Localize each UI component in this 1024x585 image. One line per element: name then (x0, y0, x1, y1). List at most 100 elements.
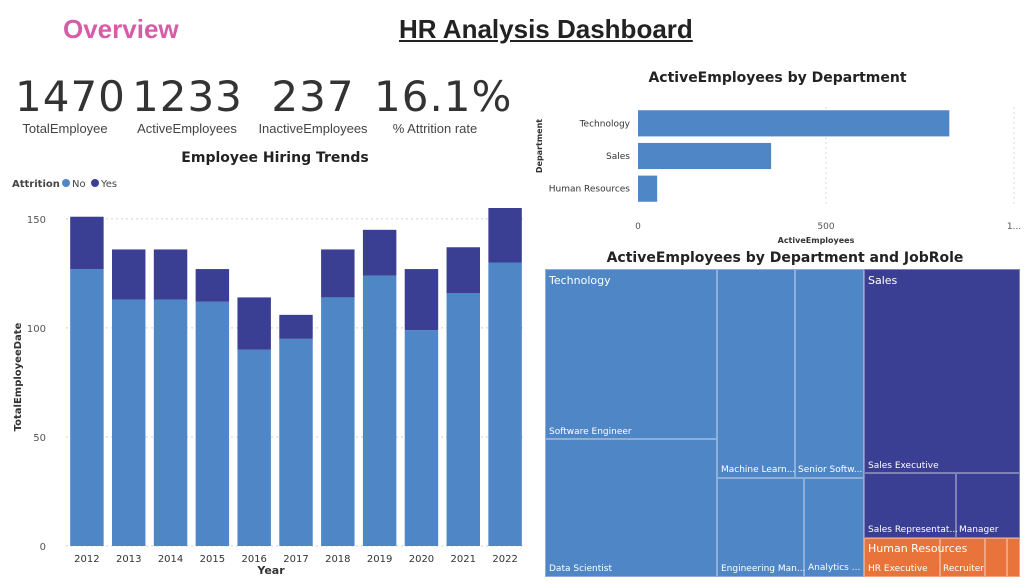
bar-no-2013 (112, 299, 146, 546)
treemap-label-senior-software: Senior Softw... (798, 465, 863, 475)
treemap-cell-hr-other-1[interactable] (985, 538, 1007, 577)
bar-no-2019 (362, 275, 397, 546)
treemap-label-sales-executive: Sales Executive (868, 461, 939, 471)
dept-chart-title: ActiveEmployees by Department (648, 70, 907, 86)
x-tick-label: 2021 (451, 554, 476, 565)
treemap-cell-software-engineer[interactable] (545, 269, 717, 439)
treemap-cell-analytics[interactable] (804, 478, 864, 577)
bar-no-2018 (321, 297, 355, 546)
dashboard-title: HR Analysis Dashboard (399, 14, 693, 44)
treemap-cell-sales-executive[interactable] (864, 269, 1020, 473)
treemap-cell-sales-manager[interactable] (956, 473, 1020, 538)
legend-yes-label: Yes (100, 179, 117, 190)
bar-no-2022 (488, 262, 522, 546)
treemap-cell-machine-learning[interactable] (717, 269, 795, 478)
kpi-label: TotalEmployee (22, 121, 108, 136)
bar-yes-2015 (195, 269, 230, 302)
y-axis-title: TotalEmployeeDate (13, 322, 24, 431)
x-tick-label: 1... (1007, 222, 1021, 232)
treemap-title: ActiveEmployees by Department and JobRol… (606, 250, 964, 266)
x-tick-label: 2019 (367, 554, 392, 565)
x-axis-title: ActiveEmployees (778, 236, 855, 245)
x-tick-label: 2012 (74, 554, 99, 565)
bar-no-2017 (279, 338, 313, 546)
treemap-group-sales: Sales (868, 274, 898, 287)
bar-sales (638, 142, 772, 170)
y-tick-label: Sales (606, 152, 630, 162)
bar-no-2014 (153, 299, 188, 546)
y-tick-label: Human Resources (549, 185, 631, 195)
bar-yes-2021 (446, 247, 480, 294)
kpi-label: InactiveEmployees (258, 121, 368, 136)
treemap-label-hr-executive: HR Executive (868, 564, 928, 574)
treemap-label-data-scientist: Data Scientist (549, 564, 612, 574)
y-tick-label: Technology (579, 119, 631, 129)
kpi-attrition-rate[interactable]: 16.1% % Attrition rate (374, 72, 513, 136)
x-tick-label: 2015 (200, 554, 225, 565)
y-tick-label: 100 (27, 324, 46, 335)
hiring-trends-title: Employee Hiring Trends (181, 150, 369, 166)
bar-yes-2013 (112, 249, 146, 300)
bar-yes-2017 (279, 314, 313, 339)
kpi-value: 1233 (132, 72, 243, 121)
treemap-label-manager: Manager (959, 525, 999, 535)
y-tick-label: 150 (27, 215, 46, 226)
bar-yes-2012 (70, 216, 104, 270)
kpi-inactive-employees[interactable]: 237 InactiveEmployees (257, 72, 369, 136)
treemap-label-analytics: Analytics ... (808, 563, 861, 573)
x-tick-label: 2020 (409, 554, 434, 565)
treemap-cell-recruiter[interactable] (940, 538, 985, 577)
y-axis-title: Department (535, 119, 544, 173)
legend-yes-marker (91, 179, 99, 187)
bar-no-2012 (70, 269, 104, 546)
x-tick-label: 2016 (241, 554, 266, 565)
x-tick-label: 2017 (283, 554, 308, 565)
x-tick-label: 500 (817, 222, 834, 232)
treemap-label-recruiter: Recruiter (943, 564, 985, 574)
jobrole-treemap[interactable]: Technology Sales Human Resources Softwar… (545, 269, 1020, 577)
kpi-value: 16.1% (374, 72, 513, 121)
treemap-cell-senior-software[interactable] (795, 269, 864, 478)
legend-no-marker (62, 179, 70, 187)
treemap-cell-hr-other-2[interactable] (1007, 538, 1020, 577)
kpi-label: % Attrition rate (392, 121, 478, 136)
x-tick-label: 2014 (158, 554, 183, 565)
x-axis-title: Year (256, 564, 285, 577)
bar-yes-2018 (321, 249, 355, 298)
x-tick-label: 2022 (492, 554, 517, 565)
bar-yes-2020 (404, 269, 439, 331)
y-tick-label: 50 (33, 433, 46, 444)
treemap-label-sales-representative: Sales Representat... (868, 525, 959, 535)
bar-no-2015 (195, 301, 230, 546)
hiring-trends-chart[interactable]: Attrition No Yes 0 50 100 150 2012 2013 2014 2015 2… (0, 170, 530, 580)
treemap-cell-hr-executive[interactable] (864, 538, 940, 577)
x-tick-label: 2018 (325, 554, 350, 565)
x-tick-label: 0 (635, 222, 641, 232)
bar-no-2021 (446, 293, 480, 546)
department-bar-chart[interactable]: 0 500 1... Technology Sales Human Resources Ac… (530, 90, 1024, 250)
bar-yes-2016 (237, 297, 271, 350)
bar-yes-2022 (488, 208, 522, 263)
kpi-active-employees[interactable]: 1233 ActiveEmployees (132, 72, 242, 136)
kpi-value: 237 (271, 72, 355, 121)
bar-yes-2019 (362, 229, 397, 276)
treemap-cell-engineering-manager[interactable] (717, 478, 804, 577)
x-tick-label: 2013 (116, 554, 141, 565)
treemap-label-software-engineer: Software Engineer (549, 427, 632, 437)
kpi-value: 1470 (15, 72, 126, 121)
legend-title: Attrition (12, 179, 60, 190)
y-tick-label: 0 (40, 542, 46, 553)
bar-yes-2014 (153, 249, 188, 300)
treemap-group-technology: Technology (549, 274, 611, 287)
bar-no-2020 (404, 330, 439, 546)
bar-no-2016 (237, 349, 271, 546)
treemap-label-engineering-manager: Engineering Man... (721, 564, 806, 574)
kpi-total-employee[interactable]: 1470 TotalEmployee (15, 72, 126, 136)
treemap-cell-sales-representative[interactable] (864, 473, 956, 538)
treemap-label-machine-learning: Machine Learn... (721, 465, 796, 475)
bar-technology (638, 110, 950, 137)
treemap-cell-data-scientist[interactable] (545, 439, 717, 577)
treemap-group-human-resources: Human Resources (868, 542, 968, 555)
overview-title: Overview (63, 14, 179, 44)
bar-human-resources (638, 175, 658, 202)
